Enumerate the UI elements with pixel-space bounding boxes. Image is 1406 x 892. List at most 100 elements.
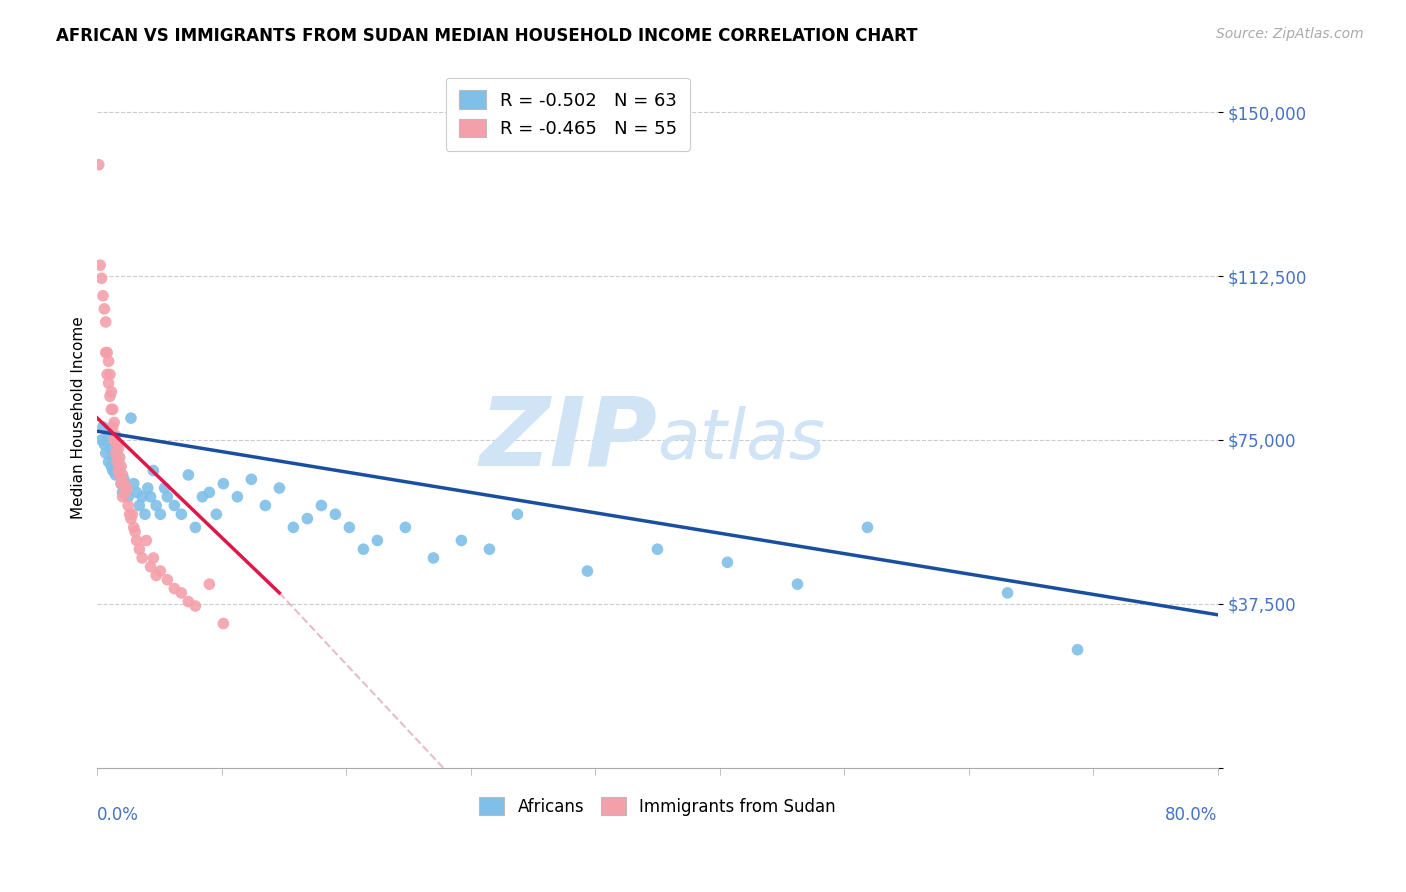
Point	[103, 450, 125, 465]
Point	[124, 524, 146, 539]
Point	[122, 520, 145, 534]
Point	[120, 411, 142, 425]
Point	[716, 555, 738, 569]
Point	[184, 599, 207, 613]
Point	[93, 437, 115, 451]
Point	[111, 490, 134, 504]
Point	[97, 376, 120, 391]
Point	[111, 467, 134, 482]
Text: atlas: atlas	[658, 406, 825, 473]
Point	[104, 428, 127, 442]
Point	[114, 485, 136, 500]
Point	[115, 481, 138, 495]
Point	[1066, 642, 1088, 657]
Point	[122, 476, 145, 491]
Point	[101, 464, 124, 478]
Point	[103, 433, 125, 447]
Point	[394, 520, 416, 534]
Point	[153, 481, 176, 495]
Point	[105, 455, 128, 469]
Text: ZIP: ZIP	[479, 392, 658, 485]
Point	[283, 520, 305, 534]
Point	[108, 467, 131, 482]
Point	[212, 476, 235, 491]
Point	[104, 467, 127, 482]
Point	[91, 289, 114, 303]
Point	[128, 542, 150, 557]
Point	[131, 551, 153, 566]
Point	[91, 420, 114, 434]
Point	[163, 582, 186, 596]
Point	[128, 499, 150, 513]
Point	[142, 464, 165, 478]
Point	[100, 459, 122, 474]
Point	[145, 568, 167, 582]
Point	[97, 354, 120, 368]
Point	[107, 442, 129, 456]
Point	[90, 433, 112, 447]
Point	[297, 511, 319, 525]
Point	[105, 437, 128, 451]
Point	[170, 508, 193, 522]
Point	[87, 158, 110, 172]
Point	[94, 345, 117, 359]
Point	[156, 573, 179, 587]
Point	[198, 577, 221, 591]
Point	[104, 446, 127, 460]
Point	[103, 416, 125, 430]
Point	[177, 467, 200, 482]
Point	[450, 533, 472, 548]
Y-axis label: Median Household Income: Median Household Income	[72, 317, 86, 519]
Point	[135, 533, 157, 548]
Point	[142, 551, 165, 566]
Point	[100, 384, 122, 399]
Point	[191, 490, 214, 504]
Point	[506, 508, 529, 522]
Point	[198, 485, 221, 500]
Point	[120, 511, 142, 525]
Point	[212, 616, 235, 631]
Point	[94, 315, 117, 329]
Text: AFRICAN VS IMMIGRANTS FROM SUDAN MEDIAN HOUSEHOLD INCOME CORRELATION CHART: AFRICAN VS IMMIGRANTS FROM SUDAN MEDIAN …	[56, 27, 918, 45]
Point	[117, 499, 139, 513]
Point	[366, 533, 388, 548]
Point	[97, 455, 120, 469]
Point	[352, 542, 374, 557]
Point	[111, 485, 134, 500]
Point	[89, 258, 111, 272]
Point	[131, 490, 153, 504]
Point	[339, 520, 361, 534]
Text: 0.0%: 0.0%	[97, 806, 139, 824]
Point	[105, 446, 128, 460]
Point	[101, 420, 124, 434]
Point	[226, 490, 249, 504]
Point	[110, 459, 132, 474]
Point	[163, 499, 186, 513]
Point	[93, 301, 115, 316]
Text: Source: ZipAtlas.com: Source: ZipAtlas.com	[1216, 27, 1364, 41]
Point	[100, 402, 122, 417]
Point	[110, 476, 132, 491]
Point	[108, 464, 131, 478]
Point	[311, 499, 333, 513]
Point	[94, 446, 117, 460]
Point	[114, 481, 136, 495]
Point	[184, 520, 207, 534]
Point	[121, 508, 143, 522]
Point	[254, 499, 277, 513]
Point	[112, 476, 135, 491]
Point	[98, 442, 121, 456]
Point	[269, 481, 291, 495]
Point	[90, 271, 112, 285]
Point	[576, 564, 599, 578]
Point	[117, 490, 139, 504]
Point	[96, 368, 118, 382]
Point	[108, 450, 131, 465]
Point	[125, 485, 148, 500]
Point	[134, 508, 156, 522]
Point	[647, 542, 669, 557]
Point	[107, 455, 129, 469]
Point	[139, 559, 162, 574]
Point	[136, 481, 159, 495]
Point	[145, 499, 167, 513]
